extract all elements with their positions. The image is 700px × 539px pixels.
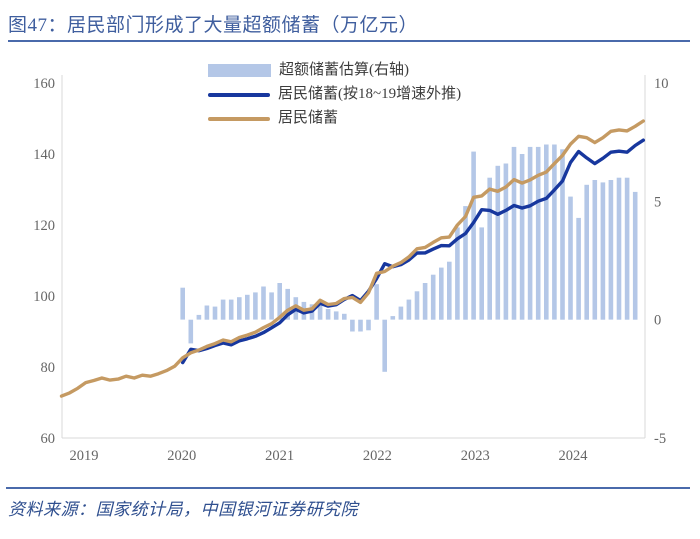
excess-savings-bar xyxy=(277,283,282,320)
excess-savings-bar xyxy=(188,319,194,344)
excess-savings-bar xyxy=(261,286,266,320)
excess-savings-bar xyxy=(495,165,501,320)
excess-savings-bar xyxy=(406,299,412,320)
axis-tick-labels: 160 140 120 100 80 60 10 5 0 -5 2019 2020 2021 2022 20… xyxy=(33,76,668,464)
right-axis-tick-label: 5 xyxy=(654,194,661,210)
left-axis-tick-label: 100 xyxy=(33,289,55,305)
excess-savings-bar xyxy=(342,313,347,320)
excess-savings-bar xyxy=(568,196,573,320)
excess-savings-bar xyxy=(317,299,323,320)
excess-savings-bar xyxy=(358,319,363,332)
excess-savings-bar xyxy=(228,299,234,320)
excess-savings-bar xyxy=(212,306,218,320)
excess-savings-bar xyxy=(382,319,387,372)
excess-savings-bar xyxy=(220,299,226,320)
x-axis-tick-label: 2019 xyxy=(70,448,99,464)
excess-savings-bar xyxy=(237,297,242,320)
household-savings-line xyxy=(59,119,645,398)
excess-savings-bar xyxy=(624,177,630,320)
excess-savings-bar xyxy=(519,154,525,320)
excess-savings-bar xyxy=(390,316,396,320)
excess-savings-bar xyxy=(560,149,565,320)
excess-savings-bar xyxy=(479,227,484,320)
excess-savings-bar xyxy=(325,309,331,320)
excess-savings-bar xyxy=(544,144,549,320)
excess-savings-bar xyxy=(366,319,371,331)
source-note: 资料来源：国家统计局，中国银河证券研究院 xyxy=(8,500,358,519)
bar-series-swatch xyxy=(208,64,271,77)
excess-savings-bar xyxy=(398,306,404,320)
axis-frame xyxy=(61,75,646,439)
legend-item-actual-savings: 居民储蓄 xyxy=(208,108,461,129)
savings-combo-chart: 160 140 120 100 80 60 10 5 0 -5 2019 2020 2021 2022 20… xyxy=(33,75,669,464)
excess-savings-bar xyxy=(350,319,355,332)
legend-label-excess-savings: 超额储蓄估算(右轴) xyxy=(279,62,409,78)
right-axis-tick-label: 0 xyxy=(654,313,661,329)
left-axis-tick-label: 80 xyxy=(41,360,56,376)
chart-legend: 超额储蓄估算(右轴) 居民储蓄(按18~19增速外推) 居民储蓄 xyxy=(208,60,461,129)
excess-savings-bar xyxy=(285,288,290,320)
excess-savings-bar xyxy=(511,146,517,320)
right-axis-tick-label: -5 xyxy=(654,431,666,447)
legend-item-trend-savings: 居民储蓄(按18~19增速外推) xyxy=(208,84,461,105)
excess-savings-bar xyxy=(592,180,598,320)
excess-savings-bar xyxy=(632,191,638,320)
excess-savings-bar xyxy=(455,227,460,320)
right-axis-tick-label: 10 xyxy=(654,76,669,92)
excess-savings-bar xyxy=(253,292,258,320)
excess-savings-bar xyxy=(180,287,185,320)
excess-savings-bar xyxy=(374,284,379,320)
x-axis-tick-label: 2022 xyxy=(363,448,392,464)
actual-line-swatch xyxy=(208,116,270,121)
excess-savings-bar xyxy=(487,177,492,320)
excess-savings-bar xyxy=(439,267,444,320)
excess-savings-bar xyxy=(414,291,420,320)
left-axis-tick-label: 160 xyxy=(33,76,55,92)
legend-label-trend-savings: 居民储蓄(按18~19增速外推) xyxy=(278,86,462,102)
excess-savings-bar xyxy=(527,146,533,320)
excess-savings-bar xyxy=(584,184,589,320)
excess-savings-bar xyxy=(608,180,614,320)
excess-savings-bar xyxy=(204,305,210,320)
left-axis-tick-label: 60 xyxy=(41,431,56,447)
excess-savings-bar xyxy=(471,151,476,320)
excess-savings-bar xyxy=(447,261,452,320)
excess-savings-bar xyxy=(616,177,622,320)
excess-savings-bar xyxy=(333,311,339,320)
figure-title: 图47：居民部门形成了大量超额储蓄（万亿元） xyxy=(8,15,419,36)
x-axis-tick-label: 2021 xyxy=(265,448,294,464)
excess-savings-bars xyxy=(180,144,638,372)
left-axis-tick-label: 140 xyxy=(33,147,55,163)
source-divider-rule xyxy=(6,487,690,489)
legend-item-excess-savings: 超额储蓄估算(右轴) xyxy=(208,60,461,81)
trend-line-swatch xyxy=(208,92,270,97)
x-axis-tick-label: 2024 xyxy=(559,448,589,464)
x-axis-tick-label: 2023 xyxy=(461,448,490,464)
excess-savings-bar xyxy=(552,144,557,320)
excess-savings-bar xyxy=(535,146,541,320)
excess-savings-bar xyxy=(430,274,436,320)
trend-extrapolation-line xyxy=(180,138,645,365)
x-axis-tick-label: 2020 xyxy=(167,448,196,464)
left-axis-tick-label: 120 xyxy=(33,218,55,234)
excess-savings-bar xyxy=(269,292,274,320)
title-divider-rule xyxy=(8,40,690,42)
excess-savings-bar xyxy=(576,217,581,320)
excess-savings-bar xyxy=(422,283,428,320)
excess-savings-bar xyxy=(503,163,509,320)
excess-savings-bar xyxy=(600,182,606,320)
legend-label-actual-savings: 居民储蓄 xyxy=(278,110,339,126)
excess-savings-bar xyxy=(196,314,202,320)
excess-savings-bar xyxy=(245,294,250,320)
excess-savings-bar xyxy=(463,206,468,320)
